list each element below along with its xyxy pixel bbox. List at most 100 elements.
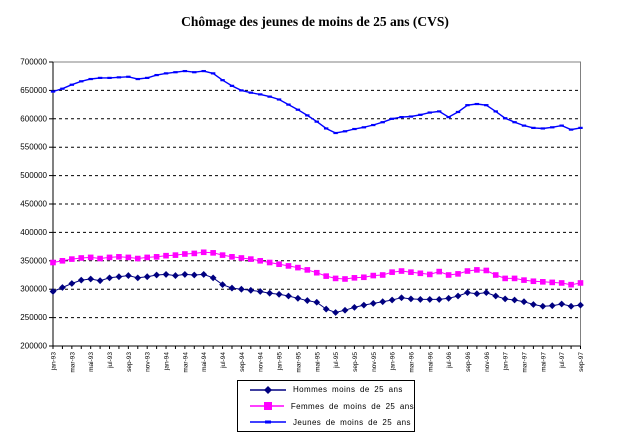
- y-tick-label: 250000: [20, 313, 47, 322]
- x-tick-label: mai-95: [314, 352, 321, 372]
- series-marker: [408, 115, 414, 118]
- series-marker: [96, 277, 104, 285]
- series-marker: [210, 250, 216, 256]
- series-marker: [455, 110, 461, 114]
- series-marker: [182, 251, 188, 257]
- series-marker: [303, 297, 311, 304]
- series-marker: [266, 259, 273, 266]
- legend-item-0: Hommes moins de 25 ans: [250, 382, 414, 397]
- series-marker: [237, 285, 245, 293]
- series-marker: [322, 305, 330, 313]
- series-marker: [116, 254, 122, 260]
- series-marker: [256, 288, 264, 295]
- series-marker: [511, 296, 518, 304]
- series-marker: [124, 272, 132, 279]
- series-marker: [97, 255, 103, 262]
- series-marker: [577, 301, 584, 309]
- series-marker: [88, 77, 93, 81]
- legend-label: Jeunes de moins de 25 ans: [293, 417, 411, 427]
- series-line-0: [52, 273, 581, 314]
- series-marker: [60, 87, 65, 90]
- series-marker: [360, 301, 368, 309]
- series-marker: [229, 254, 235, 260]
- series-marker: [342, 130, 348, 133]
- series-marker: [285, 263, 292, 269]
- series-marker: [341, 306, 349, 314]
- y-tick-label: 300000: [20, 285, 47, 294]
- series-marker: [379, 272, 386, 278]
- series-marker: [482, 289, 490, 297]
- x-tick-label: mai-93: [88, 352, 95, 372]
- series-marker: [257, 258, 264, 264]
- series-marker: [464, 289, 471, 297]
- x-tick-label: jan-95: [277, 352, 284, 371]
- series-marker: [163, 252, 169, 259]
- series-marker: [408, 269, 414, 275]
- legend-label: Femmes de moins de 25 ans: [290, 401, 414, 411]
- series-marker: [380, 121, 385, 124]
- series-marker: [436, 268, 443, 275]
- series-marker: [389, 117, 395, 120]
- series-marker: [578, 126, 583, 129]
- series-marker: [558, 280, 565, 286]
- series-marker: [267, 95, 272, 98]
- series-marker: [445, 294, 453, 302]
- x-tick-label: nov-94: [258, 352, 265, 372]
- series-marker: [49, 288, 57, 295]
- series-marker: [162, 271, 170, 278]
- series-marker: [116, 76, 122, 79]
- series-marker: [228, 284, 236, 292]
- series-marker: [352, 127, 357, 131]
- y-tick-label: 400000: [20, 228, 47, 237]
- series-marker: [154, 73, 159, 77]
- x-tick-label: mar-95: [295, 352, 302, 373]
- series-marker: [248, 91, 254, 94]
- series-marker: [106, 274, 113, 282]
- x-tick-label: jul-96: [446, 352, 453, 369]
- x-tick-label: nov-96: [484, 352, 491, 372]
- series-marker: [153, 271, 161, 279]
- series-marker: [473, 290, 481, 298]
- series-marker: [135, 77, 140, 81]
- series-marker: [229, 84, 235, 87]
- series-marker: [483, 267, 490, 274]
- series-marker: [492, 272, 499, 278]
- series-marker: [172, 272, 179, 279]
- x-tick-label: jul-93: [107, 352, 114, 369]
- x-tick-label: jul-94: [220, 352, 227, 369]
- series-marker: [163, 72, 169, 75]
- series-marker: [68, 280, 76, 287]
- series-marker: [333, 131, 338, 135]
- x-tick-label: sep-94: [239, 352, 246, 372]
- series-marker: [369, 300, 377, 307]
- x-tick-label: sep-97: [578, 352, 585, 372]
- series-marker: [313, 269, 320, 276]
- legend-key-dash-icon: [250, 420, 286, 424]
- series-marker: [455, 271, 461, 277]
- series-marker: [153, 254, 160, 260]
- x-tick-label: sep-95: [352, 352, 359, 372]
- series-marker: [464, 268, 471, 274]
- series-marker: [126, 75, 131, 78]
- legend-key-diamond-icon: [250, 385, 286, 394]
- series-marker: [190, 271, 198, 279]
- series-marker: [181, 271, 189, 278]
- legend-box: Hommes moins de 25 ans Femmes de moins de…: [237, 380, 415, 432]
- series-marker: [568, 281, 574, 288]
- series-marker: [417, 270, 424, 277]
- series-marker: [342, 276, 348, 282]
- x-tick-label: mai-96: [427, 352, 434, 372]
- series-marker: [295, 264, 301, 271]
- series-marker: [361, 126, 367, 129]
- series-marker: [474, 102, 480, 106]
- series-marker: [209, 274, 217, 282]
- series-marker: [407, 295, 415, 303]
- series-marker: [323, 273, 329, 279]
- series-marker: [220, 79, 225, 82]
- series-marker: [78, 255, 85, 261]
- x-tick-label: jan-93: [51, 352, 58, 371]
- series-marker: [361, 274, 367, 281]
- y-tick-label: 350000: [20, 256, 47, 265]
